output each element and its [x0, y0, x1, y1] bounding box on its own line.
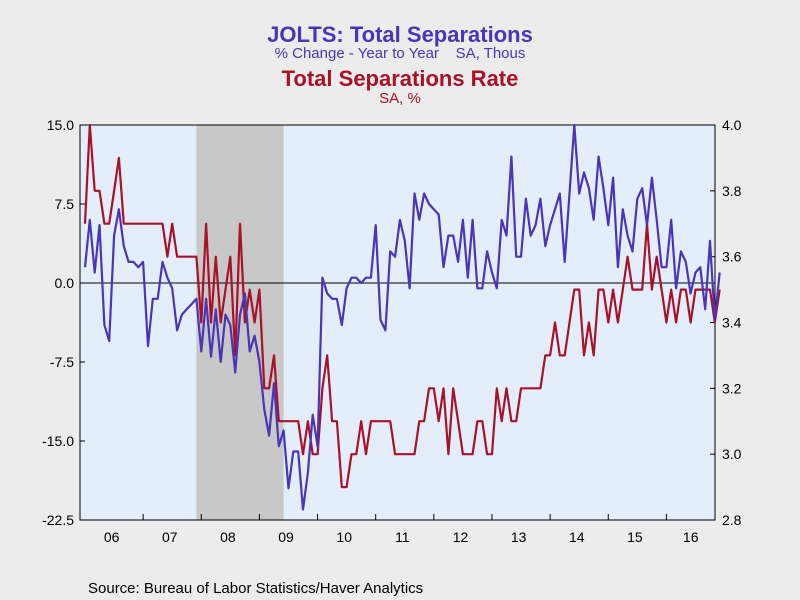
left-axis: 15.0 7.5 0.0 -7.5 -15.0 -22.5 [42, 117, 85, 528]
x-tick-label: 10 [336, 529, 352, 545]
left-tick-label: -22.5 [42, 512, 74, 528]
left-tick-label: 15.0 [47, 117, 74, 133]
right-tick-label: 3.8 [722, 183, 742, 199]
x-tick-label: 06 [104, 529, 120, 545]
x-axis: 06 07 08 09 10 11 12 13 14 15 16 [104, 514, 699, 545]
x-tick-label: 11 [395, 529, 410, 545]
right-axis: 4.0 3.8 3.6 3.4 3.2 3.0 2.8 [710, 117, 742, 528]
series-rate-line [83, 123, 721, 489]
series1-title: JOLTS: Total Separations [267, 22, 533, 47]
right-tick-label: 4.0 [722, 117, 742, 133]
right-tick-label: 3.4 [722, 315, 742, 331]
left-tick-label: -15.0 [42, 433, 74, 449]
x-tick-label: 14 [569, 529, 585, 545]
x-tick-label: 13 [511, 529, 527, 545]
x-tick-label: 12 [453, 529, 469, 545]
series2-title: Total Separations Rate [282, 66, 519, 91]
source-note: Source: Bureau of Labor Statistics/Haver… [88, 580, 423, 597]
left-tick-label: 0.0 [55, 275, 75, 291]
x-tick-label: 09 [278, 529, 294, 545]
x-tick-label: 16 [683, 529, 699, 545]
left-tick-label: 7.5 [55, 196, 75, 212]
x-tick-label: 08 [220, 529, 236, 545]
right-tick-label: 3.6 [722, 249, 742, 265]
right-tick-label: 3.2 [722, 380, 742, 396]
left-tick-label: -7.5 [50, 354, 74, 370]
series1-subtitle: % Change - Year to Year SA, Thous [275, 45, 526, 62]
series-separations-line [83, 123, 721, 511]
x-tick-label: 07 [162, 529, 178, 545]
series2-subtitle: SA, % [379, 90, 421, 107]
right-tick-label: 3.0 [722, 446, 742, 462]
x-tick-label: 15 [627, 529, 643, 545]
right-tick-label: 2.8 [722, 512, 742, 528]
